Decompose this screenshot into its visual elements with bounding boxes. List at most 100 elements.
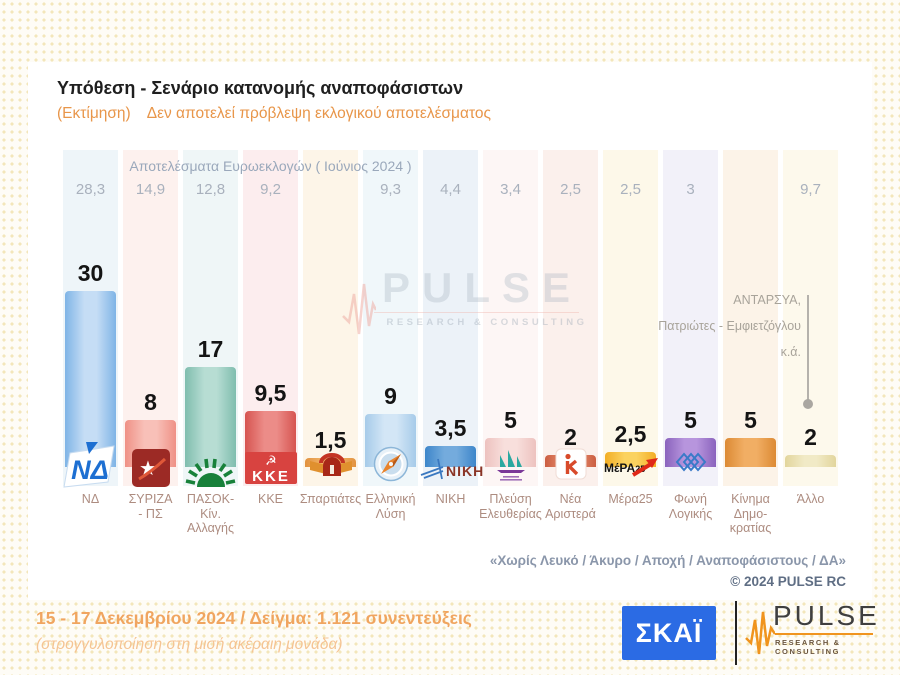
pulse-logo-subtext: RESEARCH & CONSULTING <box>775 638 841 656</box>
elliniki-lysi-logo-icon <box>373 446 409 482</box>
pasok-logo-icon <box>184 452 238 488</box>
euro-result-value: 28,3 <box>75 181 106 198</box>
party-column: 9,7 2 Άλλο <box>783 0 838 675</box>
annotation-line: Πατριώτες - Εμφιετζόγλου <box>658 319 801 333</box>
column-background <box>543 150 598 486</box>
poll-bar <box>605 452 656 467</box>
watermark-subtext: RESEARCH & CONSULTING <box>386 317 588 328</box>
column-background <box>723 150 778 486</box>
poll-value-label: 30 <box>77 260 104 286</box>
party-name-line: Νέα <box>559 492 582 506</box>
party-name-label: ΝΙΚΗ <box>417 492 484 507</box>
kke-logo-icon: ☭ ΚΚΕ <box>244 446 298 488</box>
poll-value-label: 8 <box>144 389 157 415</box>
party-column: 28,3 30 ΝΔ ΝΔ <box>62 0 120 675</box>
party-column: 3,4 5 Πλεύση Ελευθερίας <box>479 0 542 675</box>
poll-value-label: 9,5 <box>254 380 287 406</box>
poll-value-label: 5 <box>504 407 517 433</box>
copyright-note: © 2024 PULSE RC <box>730 574 846 589</box>
party-name-label: Νέα Αριστερά <box>537 492 604 521</box>
exclusions-note: «Χωρίς Λευκό / Άκυρο / Αποχή / Αναποφάσι… <box>489 553 846 568</box>
party-name-line: Φωνή <box>674 492 707 506</box>
euro-result-value: 4,4 <box>440 181 461 198</box>
party-column: 9,2 9,5 ☭ ΚΚΕ ΚΚΕ <box>243 0 298 675</box>
party-name-line: Μέρα25 <box>608 492 653 506</box>
nea-aristera-logo-icon <box>555 448 587 480</box>
party-name-label: ΚΚΕ <box>237 492 304 507</box>
poll-value-label: 9 <box>384 383 397 409</box>
party-name-label: Πλεύση Ελευθερίας <box>477 492 544 521</box>
pulse-logo-rule <box>775 633 873 635</box>
party-name-label: Ελληνική Λύση <box>357 492 424 521</box>
euro-result-value: 9,3 <box>380 181 401 198</box>
svg-text:☭: ☭ <box>265 454 277 469</box>
pulse-waveform-icon <box>342 283 376 335</box>
poll-value-label: 1,5 <box>314 427 347 453</box>
pulse-logo-text: PULSE <box>773 600 880 631</box>
annotation-line: ΑΝΤΑΡΣΥΑ, <box>733 293 801 307</box>
nd-logo-icon: ΝΔ <box>62 441 120 489</box>
party-name-line: Αριστερά <box>545 506 596 521</box>
column-background <box>663 150 718 486</box>
poll-value-label: 2 <box>804 424 817 450</box>
party-name-label: ΝΔ <box>57 492 124 507</box>
poll-bar <box>785 455 836 467</box>
party-name-line: Αλλαγής <box>186 521 235 535</box>
party-column: 2,5 2 Νέα Αριστερά <box>543 0 598 675</box>
party-name-label: ΣΥΡΙΖΑ - ΠΣ <box>117 492 184 521</box>
party-column: 5 Κίνημα Δημο-κρατίας <box>723 0 778 675</box>
party-column: 12,8 17 ΠΑΣΟΚ-Κίν. Αλλαγής <box>183 0 238 675</box>
column-background <box>603 150 658 486</box>
mera25-logo-icon: ΜέΡΑ25 <box>603 455 659 479</box>
pulse-logo: PULSE RESEARCH & CONSULTING <box>745 600 880 666</box>
party-name-line: Ελευθερίας <box>479 506 542 521</box>
euro-results-header: Αποτελέσματα Ευρωεκλογών ( Ιούνιος 2024 … <box>129 158 412 174</box>
poll-value-label: 2,5 <box>614 421 647 447</box>
poll-value-label: 17 <box>197 336 224 362</box>
poll-value-label: 3,5 <box>434 415 467 441</box>
pulse-waveform-icon <box>745 611 775 655</box>
party-column: 4,4 3,5 ΝΙΚΗ ΝΙΚΗ <box>420 0 483 675</box>
party-name-line: Λογικής <box>668 506 713 521</box>
euro-result-value: 3 <box>686 181 695 198</box>
party-name-line: ΠΑΣΟΚ-Κίν. <box>186 492 235 521</box>
niki-logo-icon: ΝΙΚΗ <box>419 457 483 481</box>
subtitle-disclaimer: Δεν αποτελεί πρόβλεψη εκλογικού αποτελέσ… <box>146 105 491 122</box>
party-column: 3 5 Φωνή Λογικής <box>663 0 718 675</box>
svg-text:ΝΔ: ΝΔ <box>71 455 109 485</box>
spartiates-logo-icon <box>309 452 353 480</box>
party-name-label: Φωνή Λογικής <box>657 492 724 521</box>
page-subtitle: (Εκτίμηση) Δεν αποτελεί πρόβλεψη εκλογικο… <box>57 105 491 123</box>
fieldwork-sample-info: 15 - 17 Δεκεμβρίου 2024 / Δείγμα: 1.121 … <box>36 608 472 628</box>
party-name-line: - ΠΣ <box>138 506 163 521</box>
syriza-logo-icon: ★ <box>131 448 171 488</box>
poll-bar <box>185 367 236 467</box>
page-title: Υπόθεση - Σενάριο κατανομής αναποφάσιστω… <box>57 78 464 98</box>
poll-bar <box>65 291 116 467</box>
party-name-line: Λύση <box>375 506 406 521</box>
party-name-label: Μέρα25 <box>597 492 664 507</box>
column-background <box>483 150 538 486</box>
rounding-note: (στρογγυλοποίηση στη μισή ακέραιη μονάδα… <box>36 636 343 653</box>
poll-value-label: 5 <box>744 407 757 433</box>
foni-logikis-logo-icon <box>672 448 710 476</box>
euro-result-value: 2,5 <box>560 181 581 198</box>
party-name-line: Κίνημα <box>731 492 770 506</box>
svg-text:ΝΙΚΗ: ΝΙΚΗ <box>446 463 483 479</box>
party-name-label: Σπαρτιάτες <box>297 492 364 507</box>
party-name-line: Δημο- <box>733 506 768 521</box>
other-parties-annotation: ΑΝΤΑΡΣΥΑ, Πατριώτες - Εμφιετζόγλου κ.ά. <box>658 287 801 365</box>
plefsi-logo-icon <box>494 446 528 482</box>
watermark-text: PULSE <box>381 264 583 311</box>
subtitle-estimate: (Εκτίμηση) <box>57 105 131 122</box>
party-name-label: Κίνημα Δημο-κρατίας <box>717 492 784 536</box>
skai-logo-text: ΣΚΑΪ <box>635 617 703 648</box>
poll-value-label: 5 <box>684 407 697 433</box>
svg-text:ΚΚΕ: ΚΚΕ <box>252 468 290 485</box>
skai-logo: ΣΚΑΪ <box>622 606 716 660</box>
party-name-line: Σπαρτιάτες <box>299 492 362 506</box>
pulse-watermark: PULSE RESEARCH & CONSULTING <box>340 264 590 335</box>
poll-value-label: 2 <box>564 424 577 450</box>
party-name-line: Πλεύση <box>489 492 532 506</box>
